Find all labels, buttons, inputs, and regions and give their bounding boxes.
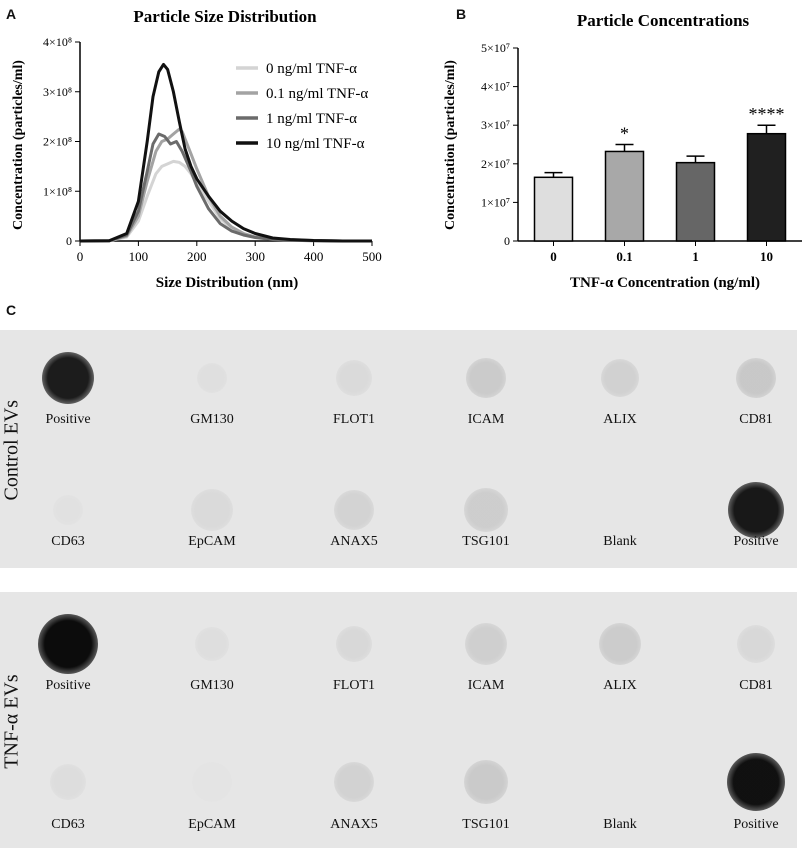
chart-a-xlabel: Size Distribution (nm) <box>156 275 299 291</box>
legend-label: 10 ng/ml TNF-α <box>266 136 365 152</box>
blot-label: ALIX <box>603 678 637 693</box>
blot-label: TSG101 <box>462 817 510 832</box>
blot-spot <box>336 360 372 396</box>
blot-label: EpCAM <box>188 817 236 832</box>
blot-label: TSG101 <box>462 534 510 549</box>
blot-label: Blank <box>603 817 637 832</box>
blot-spot <box>191 489 233 531</box>
blot-side-label: Control EVs <box>0 399 23 501</box>
blot-label: CD63 <box>51 817 85 832</box>
panel-label-c: C <box>6 302 17 318</box>
chart-b-xlabel: TNF-α Concentration (ng/ml) <box>570 275 760 291</box>
x-tick-label: 400 <box>304 249 324 264</box>
blot-label: ALIX <box>603 412 637 427</box>
blot-label: CD81 <box>739 412 773 427</box>
blot-spot <box>197 363 227 393</box>
significance-marker: **** <box>749 104 785 124</box>
y-tick-label: 0 <box>504 234 510 248</box>
x-tick-label: 0 <box>550 249 557 264</box>
blot-side-label: TNF-α EVs <box>0 674 23 769</box>
blot-spot <box>42 352 94 404</box>
x-tick-label: 500 <box>362 249 382 264</box>
blot-spot <box>615 505 625 515</box>
chart-a-title: Particle Size Distribution <box>133 7 317 26</box>
chart-b-title: Particle Concentrations <box>577 11 750 30</box>
y-tick-label: 3×10⁸ <box>43 85 72 99</box>
blot-label: Positive <box>45 412 91 427</box>
particle-size-distribution-chart: Particle Size Distribution Concentration… <box>11 7 382 291</box>
blot-label: Positive <box>45 678 91 693</box>
blot-label: EpCAM <box>188 534 236 549</box>
blot-label: CD63 <box>51 534 85 549</box>
tnf-evs-blot: TNF-α EVs Positive GM130 FLOT1 ICAM ALIX CD81… <box>0 592 797 848</box>
legend-label: 0.1 ng/ml TNF-α <box>266 86 368 102</box>
blot-label: GM130 <box>190 678 234 693</box>
blot-label: ICAM <box>467 678 505 693</box>
y-tick-label: 3×10⁷ <box>481 118 510 132</box>
bar <box>533 176 574 242</box>
y-tick-label: 0 <box>66 234 72 248</box>
blot-label: Positive <box>733 817 779 832</box>
series-line <box>79 62 372 243</box>
y-tick-label: 4×10⁸ <box>43 35 72 49</box>
y-tick-label: 1×10⁷ <box>481 195 510 209</box>
blot-label: GM130 <box>190 412 234 427</box>
blot-spot <box>336 626 372 662</box>
blot-label: FLOT1 <box>333 412 375 427</box>
blot-spot <box>464 760 508 804</box>
y-tick-label: 2×10⁷ <box>481 157 510 171</box>
legend-label: 1 ng/ml TNF-α <box>266 111 357 127</box>
blot-spot <box>599 623 641 665</box>
particle-concentrations-chart: Particle Concentrations Concentration (p… <box>443 11 802 291</box>
blot-label: FLOT1 <box>333 678 375 693</box>
chart-b-ylabel: Concentration (particles/ml) <box>443 60 458 230</box>
chart-a-ylabel: Concentration (particles/ml) <box>11 60 26 230</box>
blot-spot <box>728 482 784 538</box>
blot-spot <box>53 495 83 525</box>
blot-label: Positive <box>733 534 779 549</box>
legend-label: 0 ng/ml TNF-α <box>266 61 357 77</box>
blot-label: CD81 <box>739 678 773 693</box>
blot-spot <box>727 753 785 811</box>
blot-spot <box>464 488 508 532</box>
bar <box>746 132 787 242</box>
bar <box>675 161 716 242</box>
blot-label: Blank <box>603 534 637 549</box>
y-tick-label: 5×10⁷ <box>481 41 510 55</box>
control-evs-blot: Control EVs Positive GM130 FLOT1 ICAM ALIX CD… <box>0 330 797 568</box>
panel-label-a: A <box>6 6 17 22</box>
x-tick-label: 10 <box>760 249 773 264</box>
blot-spot <box>466 358 506 398</box>
blot-spot <box>334 762 374 802</box>
x-tick-label: 0.1 <box>616 249 632 264</box>
x-tick-label: 1 <box>692 249 699 264</box>
y-tick-label: 4×10⁷ <box>481 80 510 94</box>
blot-spot <box>737 625 775 663</box>
blot-spot <box>465 623 507 665</box>
significance-marker: * <box>620 124 629 144</box>
blot-spot <box>601 359 639 397</box>
blot-spot <box>615 777 625 787</box>
x-tick-label: 200 <box>187 249 207 264</box>
blot-spot <box>195 627 229 661</box>
x-tick-label: 300 <box>245 249 265 264</box>
bar <box>604 150 645 242</box>
x-tick-label: 100 <box>129 249 149 264</box>
blot-label: ANAX5 <box>330 817 378 832</box>
blot-spot <box>334 490 374 530</box>
panel-label-b: B <box>456 6 467 22</box>
blot-label: ANAX5 <box>330 534 378 549</box>
y-tick-label: 2×10⁸ <box>43 135 72 149</box>
x-tick-label: 0 <box>77 249 84 264</box>
blot-spot <box>38 614 98 674</box>
blot-spot <box>192 762 232 802</box>
y-tick-label: 1×10⁸ <box>43 184 72 198</box>
blot-label: ICAM <box>467 412 505 427</box>
blot-spot <box>50 764 86 800</box>
blot-spot <box>736 358 776 398</box>
